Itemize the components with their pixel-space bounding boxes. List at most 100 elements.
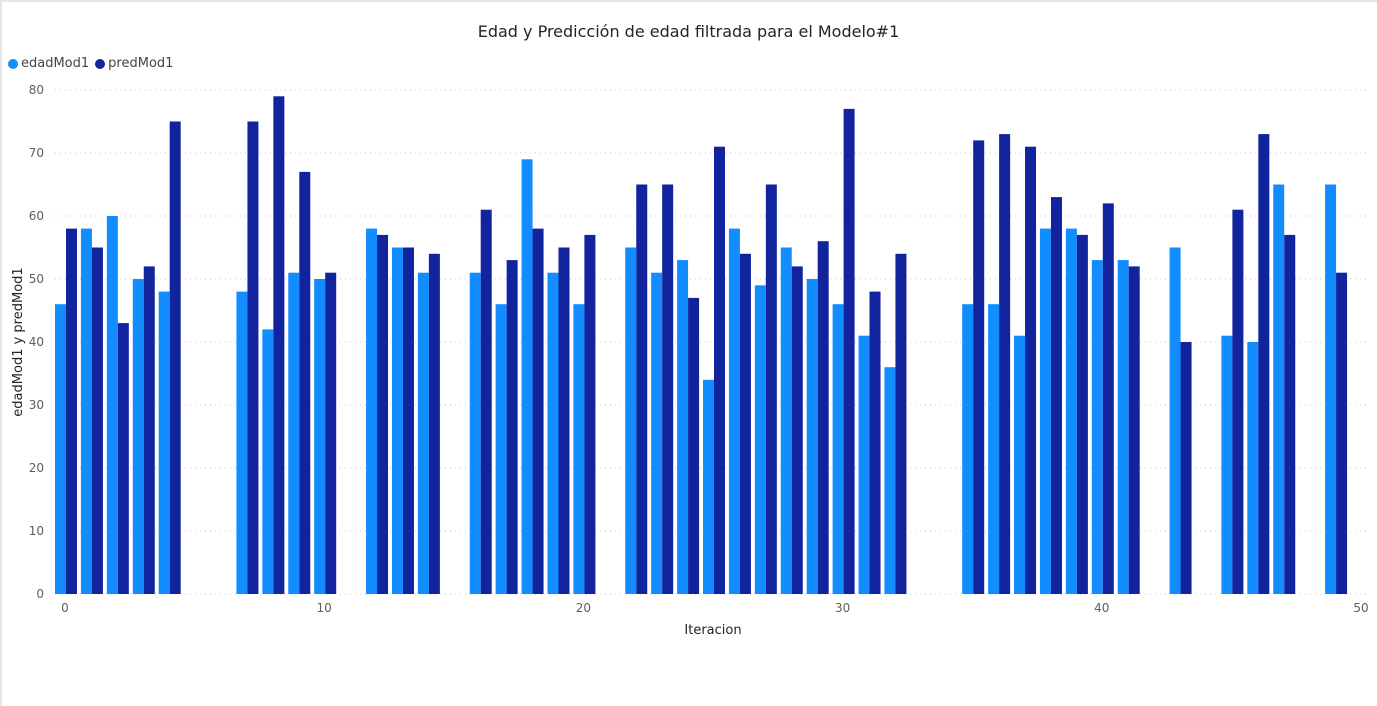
bar-predmod1-x0[interactable] [66,228,77,594]
y-axis-title: edadMod1 y predMod1 [11,267,26,416]
bar-edadmod1-x2[interactable] [106,216,118,594]
bar-predmod1-x14[interactable] [428,253,440,595]
bar-edadmod1-x47[interactable] [1273,184,1285,595]
bar-edadmod1-x39[interactable] [1065,228,1077,594]
bar-predmod1-x8[interactable] [273,96,285,595]
chart-title: Edad y Predicción de edad filtrada para … [477,22,900,41]
bar-predmod1-x30[interactable] [843,108,855,595]
bar-predmod1-x37[interactable] [1025,146,1037,594]
bar-predmod1-x41[interactable] [1128,266,1140,594]
bar-edadmod1-x26[interactable] [728,228,740,594]
bar-predmod1-x36[interactable] [999,134,1011,594]
bar-edadmod1-x20[interactable] [573,304,585,594]
gridlines [55,89,1370,595]
bar-edadmod1-x32[interactable] [884,367,896,594]
x-tick-label-40: 40 [1094,601,1109,615]
bar-predmod1-x17[interactable] [506,260,518,594]
bar-edadmod1-x22[interactable] [625,247,637,595]
bar-predmod1-x49[interactable] [1336,272,1348,594]
bar-predmod1-x35[interactable] [973,140,985,594]
y-tick-label-30: 30 [29,398,44,412]
bar-edadmod1-x27[interactable] [754,285,766,594]
bar-edadmod1-x43[interactable] [1169,247,1181,595]
chart-legend[interactable]: edadMod1 predMod1 [8,56,179,71]
frame-top-border [0,0,1377,2]
bar-predmod1-x28[interactable] [791,266,803,594]
bar-predmod1-x45[interactable] [1232,209,1244,594]
bar-edadmod1-x41[interactable] [1117,260,1129,594]
bar-predmod1-x32[interactable] [895,253,907,595]
bar-predmod1-x1[interactable] [91,247,103,595]
bar-edadmod1-x17[interactable] [495,304,507,594]
bar-predmod1-x47[interactable] [1284,234,1296,594]
bar-predmod1-x39[interactable] [1076,234,1088,594]
bar-edadmod1-x13[interactable] [391,247,403,595]
bar-edadmod1-x0[interactable] [55,304,66,594]
bar-predmod1-x43[interactable] [1180,342,1192,594]
bar-edadmod1-x25[interactable] [703,379,714,594]
y-axis-ticks: 0 10 20 30 40 50 60 70 80 [29,83,44,601]
y-tick-label-60: 60 [29,209,44,223]
legend-label-edadmod1: edadMod1 [21,56,90,71]
bar-edadmod1-x40[interactable] [1091,260,1103,594]
bar-predmod1-x12[interactable] [377,234,389,594]
bar-edadmod1-x23[interactable] [651,272,663,594]
bar-edadmod1-x31[interactable] [858,335,870,594]
bar-edadmod1-x10[interactable] [314,279,326,594]
bar-edadmod1-x36[interactable] [988,304,1000,594]
bar-edadmod1-x35[interactable] [962,304,974,594]
bar-edadmod1-x28[interactable] [780,247,792,595]
bars [55,96,1348,595]
bar-edadmod1-x16[interactable] [469,272,481,594]
bar-predmod1-x40[interactable] [1102,203,1114,594]
bar-predmod1-x20[interactable] [584,234,596,594]
bar-predmod1-x46[interactable] [1258,134,1270,594]
bar-predmod1-x26[interactable] [739,253,751,595]
bar-predmod1-x23[interactable] [662,184,674,595]
bar-predmod1-x18[interactable] [532,228,544,594]
legend-label-predmod1: predMod1 [108,56,174,71]
bar-predmod1-x13[interactable] [402,247,414,595]
bar-predmod1-x10[interactable] [325,272,337,594]
bar-predmod1-x31[interactable] [869,291,881,594]
bar-predmod1-x9[interactable] [299,171,311,594]
legend-item-edadmod1[interactable]: edadMod1 [8,56,89,71]
bar-predmod1-x19[interactable] [558,247,570,595]
y-tick-label-0: 0 [36,587,44,601]
bar-predmod1-x2[interactable] [117,323,129,594]
bar-predmod1-x7[interactable] [247,121,259,595]
bar-predmod1-x27[interactable] [765,184,777,595]
bar-edadmod1-x4[interactable] [158,291,170,594]
bar-predmod1-x16[interactable] [480,209,492,594]
bar-edadmod1-x49[interactable] [1325,184,1337,595]
bar-predmod1-x24[interactable] [688,297,700,594]
y-tick-label-10: 10 [29,524,44,538]
legend-marker-edadmod1 [8,58,18,69]
bar-edadmod1-x7[interactable] [236,291,248,594]
bar-edadmod1-x29[interactable] [806,279,818,594]
bar-edadmod1-x9[interactable] [288,272,300,594]
bar-edadmod1-x19[interactable] [547,272,559,594]
bar-edadmod1-x8[interactable] [262,329,274,594]
y-tick-label-70: 70 [29,146,44,160]
y-tick-label-80: 80 [29,83,44,97]
bar-edadmod1-x46[interactable] [1247,342,1259,594]
bar-predmod1-x22[interactable] [636,184,648,595]
bar-edadmod1-x12[interactable] [366,228,378,594]
bar-predmod1-x25[interactable] [714,146,725,594]
bar-edadmod1-x30[interactable] [832,304,844,594]
bar-edadmod1-x14[interactable] [417,272,429,594]
bar-predmod1-x4[interactable] [169,121,181,595]
bar-edadmod1-x1[interactable] [80,228,92,594]
bar-edadmod1-x37[interactable] [1014,335,1026,594]
bar-predmod1-x3[interactable] [143,266,155,594]
legend-item-predmod1[interactable]: predMod1 [95,56,173,71]
bar-predmod1-x38[interactable] [1050,197,1062,594]
bar-edadmod1-x18[interactable] [521,159,533,595]
bar-predmod1-x29[interactable] [817,241,829,594]
bar-edadmod1-x3[interactable] [132,279,144,594]
bar-edadmod1-x38[interactable] [1039,228,1051,594]
bar-edadmod1-x24[interactable] [677,260,689,594]
bar-edadmod1-x45[interactable] [1221,335,1233,594]
